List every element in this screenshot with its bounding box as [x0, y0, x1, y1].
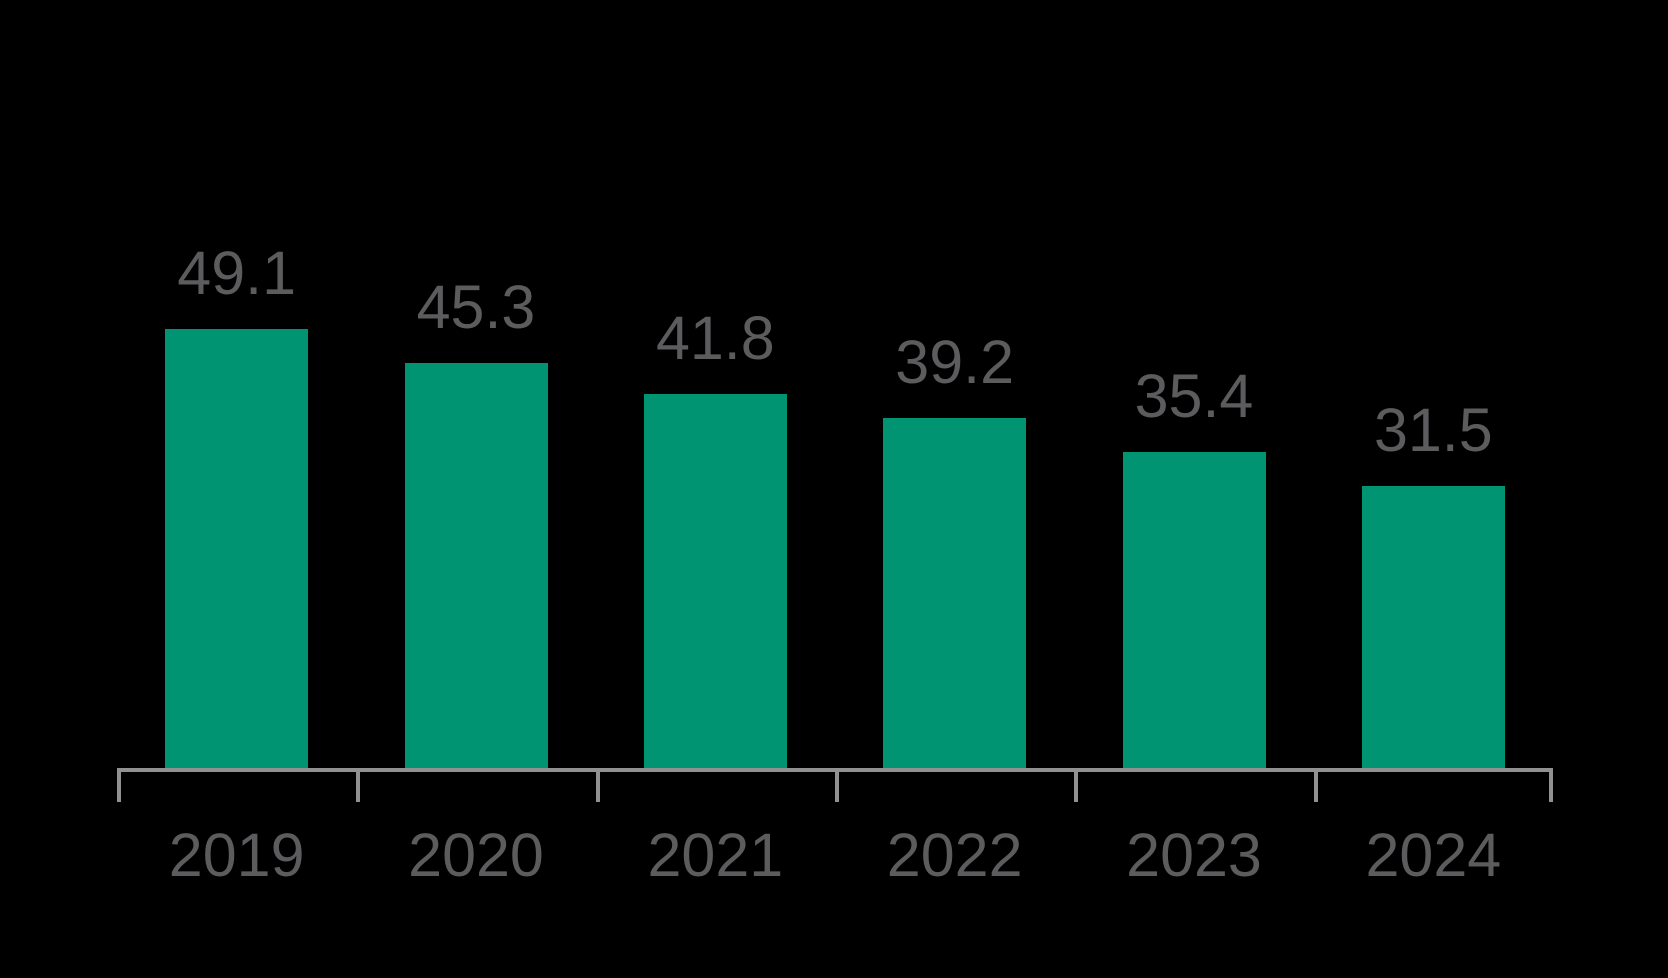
bar-2021	[644, 394, 787, 768]
x-tick-label-2021: 2021	[647, 821, 784, 889]
x-tick-label-2022: 2022	[886, 821, 1023, 889]
bar-2023	[1123, 452, 1266, 768]
x-axis-tick	[117, 768, 121, 802]
bar-value-label: 45.3	[416, 273, 536, 341]
x-axis-tick	[835, 768, 839, 802]
x-axis-tick	[1314, 768, 1318, 802]
bar-value-label: 49.1	[177, 239, 297, 307]
bar-value-label: 35.4	[1134, 362, 1254, 430]
bar-value-label: 31.5	[1373, 396, 1493, 464]
plot-area: 49.1 45.3 41.8 39.2 35.4 31.5	[165, 239, 1505, 768]
x-tick-label-2023: 2023	[1126, 821, 1262, 889]
x-axis-tick	[1549, 768, 1553, 802]
bar-value-label: 41.8	[655, 304, 775, 372]
x-tick-label-2019: 2019	[168, 821, 305, 889]
bar-2020	[405, 363, 548, 768]
x-axis-tick	[596, 768, 600, 802]
x-axis-tick	[356, 768, 360, 802]
x-tick-label-2020: 2020	[408, 821, 544, 889]
bar-2022	[883, 418, 1026, 768]
x-axis-tick	[1074, 768, 1078, 802]
bar-2024	[1362, 486, 1505, 768]
bar-2019	[165, 329, 308, 768]
x-tick-label-2024: 2024	[1365, 821, 1502, 889]
bar-value-label: 39.2	[895, 328, 1015, 396]
